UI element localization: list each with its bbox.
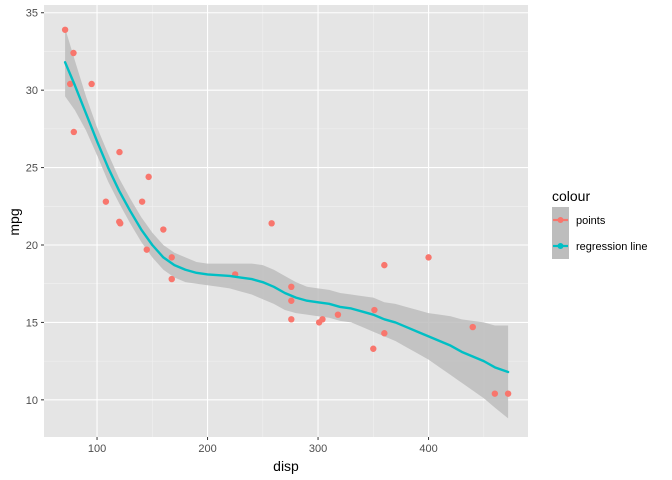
y-tick-label: 20 xyxy=(26,240,38,252)
data-point xyxy=(491,390,499,397)
data-point xyxy=(381,330,388,337)
x-tick-label: 400 xyxy=(419,443,437,455)
legend: colour points regression line xyxy=(552,188,648,259)
data-point xyxy=(268,220,275,227)
y-tick-label: 35 xyxy=(26,8,38,20)
legend-label: points xyxy=(576,215,606,227)
data-point xyxy=(334,311,342,318)
y-tick-labels: 10 15 20 25 30 35 xyxy=(26,8,38,407)
legend-label: regression line xyxy=(576,241,648,253)
data-point xyxy=(469,323,476,331)
data-point xyxy=(288,283,295,291)
y-tick-label: 15 xyxy=(26,317,38,329)
data-point xyxy=(117,220,124,227)
y-axis-title: mpg xyxy=(6,208,22,235)
data-point xyxy=(66,80,74,88)
data-point xyxy=(168,275,175,283)
data-point xyxy=(102,198,110,205)
data-point xyxy=(168,254,175,261)
data-point xyxy=(370,345,377,352)
major-gridlines xyxy=(44,5,528,437)
data-point xyxy=(70,128,78,136)
data-point xyxy=(143,246,150,253)
data-point xyxy=(319,316,326,323)
x-tick-labels: 100 200 300 400 xyxy=(88,443,438,455)
confidence-band-area xyxy=(65,28,509,419)
data-point xyxy=(425,254,432,261)
x-tick-label: 100 xyxy=(88,443,106,455)
regression-line xyxy=(63,61,510,374)
y-tick-label: 10 xyxy=(26,395,38,407)
data-point xyxy=(70,49,77,57)
y-tick-label: 25 xyxy=(26,163,38,175)
data-point xyxy=(88,80,95,88)
data-point xyxy=(288,297,295,304)
data-point xyxy=(371,306,378,314)
data-point xyxy=(116,148,123,156)
x-tick-label: 200 xyxy=(198,443,216,455)
data-point xyxy=(61,26,69,33)
axis-ticks xyxy=(41,12,430,440)
data-point xyxy=(138,198,146,205)
legend-keys: points regression line xyxy=(552,207,648,259)
y-tick-label: 30 xyxy=(26,85,38,97)
data-point xyxy=(381,261,388,269)
legend-title: colour xyxy=(552,188,590,204)
x-axis-title: disp xyxy=(273,458,299,474)
scatter-points xyxy=(61,26,512,397)
legend-key-point xyxy=(557,243,564,249)
data-point xyxy=(504,390,512,397)
x-tick-label: 300 xyxy=(309,443,327,455)
confidence-band xyxy=(65,28,509,419)
legend-key-point xyxy=(557,217,564,223)
regression-line-layer xyxy=(63,61,510,374)
data-point xyxy=(160,226,167,233)
data-point xyxy=(288,316,295,323)
data-point xyxy=(145,173,152,181)
